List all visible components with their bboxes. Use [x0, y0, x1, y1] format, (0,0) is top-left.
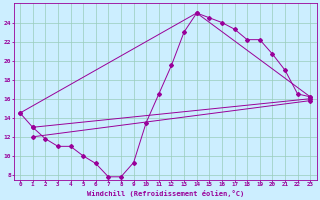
- X-axis label: Windchill (Refroidissement éolien,°C): Windchill (Refroidissement éolien,°C): [86, 190, 244, 197]
